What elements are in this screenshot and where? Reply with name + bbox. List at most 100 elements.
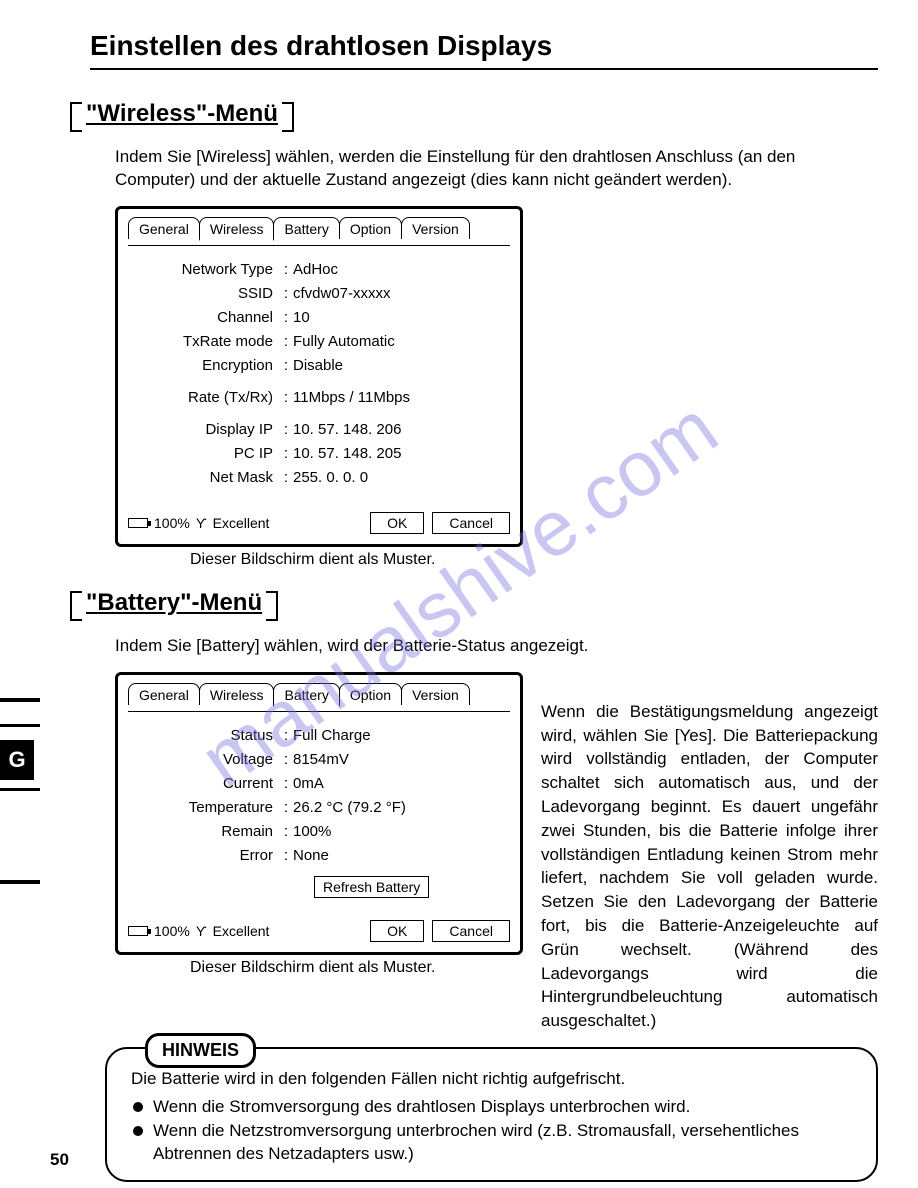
hinweis-bullet-2: Wenn die Netzstromversorgung unterbroche… xyxy=(131,1119,858,1167)
kv-row: Net Mask:255. 0. 0. 0 xyxy=(134,466,504,490)
battery-icon-2 xyxy=(128,926,148,936)
side-tab-g: G xyxy=(0,740,34,780)
wireless-battery-pct: 100% xyxy=(154,515,190,531)
battery-status-row: 100% ϒ Excellent OK Cancel xyxy=(128,920,510,942)
kv-label: Encryption xyxy=(134,354,279,378)
wireless-caption: Dieser Bildschirm dient als Muster. xyxy=(190,551,878,569)
kv-sep: : xyxy=(279,772,293,796)
tab-option[interactable]: Option xyxy=(339,217,402,239)
kv-value: AdHoc xyxy=(293,258,504,282)
kv-label: Display IP xyxy=(134,418,279,442)
kv-value: 26.2 °C (79.2 °F) xyxy=(293,796,504,820)
wireless-panel: General Wireless Battery Option Version … xyxy=(115,206,523,547)
battery-ok-button[interactable]: OK xyxy=(370,920,424,942)
refresh-battery-button[interactable]: Refresh Battery xyxy=(314,876,429,898)
battery-signal: Excellent xyxy=(213,923,270,939)
kv-label: Current xyxy=(134,772,279,796)
kv-value: Disable xyxy=(293,354,504,378)
kv-label: SSID xyxy=(134,282,279,306)
kv-label: Voltage xyxy=(134,748,279,772)
kv-label: Error xyxy=(134,844,279,868)
side-rule xyxy=(0,724,40,727)
kv-value: 0mA xyxy=(293,772,504,796)
kv-row: TxRate mode:Fully Automatic xyxy=(134,330,504,354)
tab-version-2[interactable]: Version xyxy=(401,683,470,705)
side-rule xyxy=(0,880,40,884)
kv-sep: : xyxy=(279,282,293,306)
battery-tab-body: Status:Full ChargeVoltage:8154mVCurrent:… xyxy=(128,711,510,904)
kv-row: SSID:cfvdw07-xxxxx xyxy=(134,282,504,306)
kv-value: 100% xyxy=(293,820,504,844)
kv-sep: : xyxy=(279,724,293,748)
kv-row: Current:0mA xyxy=(134,772,504,796)
hinweis-list: Wenn die Stromversorgung des drahtlosen … xyxy=(131,1095,858,1166)
tab-general-2[interactable]: General xyxy=(128,683,200,705)
kv-sep: : xyxy=(279,418,293,442)
kv-sep: : xyxy=(279,306,293,330)
side-rule xyxy=(0,698,40,702)
kv-row: Error:None xyxy=(134,844,504,868)
battery-heading-text: "Battery"-Menü xyxy=(86,589,262,616)
kv-sep: : xyxy=(279,354,293,378)
tab-wireless-2[interactable]: Wireless xyxy=(199,683,275,705)
kv-sep: : xyxy=(279,844,293,868)
kv-label: Status xyxy=(134,724,279,748)
kv-row: Remain:100% xyxy=(134,820,504,844)
kv-row: Rate (Tx/Rx):11Mbps / 11Mbps xyxy=(134,386,504,410)
wireless-cancel-button[interactable]: Cancel xyxy=(432,512,510,534)
kv-value: cfvdw07-xxxxx xyxy=(293,282,504,306)
kv-label: Temperature xyxy=(134,796,279,820)
wireless-tabs: General Wireless Battery Option Version xyxy=(128,217,510,239)
kv-label: Remain xyxy=(134,820,279,844)
kv-row: Display IP:10. 57. 148. 206 xyxy=(134,418,504,442)
kv-row: Temperature:26.2 °C (79.2 °F) xyxy=(134,796,504,820)
page-title: Einstellen des drahtlosen Displays xyxy=(90,30,878,70)
kv-value: 11Mbps / 11Mbps xyxy=(293,386,504,410)
tab-wireless[interactable]: Wireless xyxy=(199,217,275,241)
tab-battery[interactable]: Battery xyxy=(273,217,339,239)
antenna-icon: ϒ xyxy=(196,515,207,531)
hinweis-bullet-1: Wenn die Stromversorgung des drahtlosen … xyxy=(131,1095,858,1119)
kv-value: None xyxy=(293,844,504,868)
kv-value: 8154mV xyxy=(293,748,504,772)
kv-row: Channel:10 xyxy=(134,306,504,330)
kv-value: 255. 0. 0. 0 xyxy=(293,466,504,490)
kv-sep: : xyxy=(279,748,293,772)
wireless-ok-button[interactable]: OK xyxy=(370,512,424,534)
kv-label: PC IP xyxy=(134,442,279,466)
battery-pct: 100% xyxy=(154,923,190,939)
kv-label: Network Type xyxy=(134,258,279,282)
battery-panel: General Wireless Battery Option Version … xyxy=(115,672,523,955)
kv-sep: : xyxy=(279,796,293,820)
kv-value: Full Charge xyxy=(293,724,504,748)
wireless-intro: Indem Sie [Wireless] wählen, werden die … xyxy=(115,146,868,192)
wireless-tab-body: Network Type:AdHocSSID:cfvdw07-xxxxxChan… xyxy=(128,245,510,496)
battery-side-text: Wenn die Bestätigungsmeldung angezeigt w… xyxy=(541,700,878,1033)
tab-version[interactable]: Version xyxy=(401,217,470,239)
battery-intro: Indem Sie [Battery] wählen, wird der Bat… xyxy=(115,635,868,658)
kv-sep: : xyxy=(279,258,293,282)
kv-label: Net Mask xyxy=(134,466,279,490)
kv-value: 10 xyxy=(293,306,504,330)
battery-icon xyxy=(128,518,148,528)
battery-tabs: General Wireless Battery Option Version xyxy=(128,683,510,705)
hinweis-box: HINWEIS Die Batterie wird in den folgend… xyxy=(105,1047,878,1182)
wireless-heading-text: "Wireless"-Menü xyxy=(86,100,278,127)
kv-sep: : xyxy=(279,330,293,354)
battery-caption: Dieser Bildschirm dient als Muster. xyxy=(190,959,523,977)
wireless-heading: "Wireless"-Menü xyxy=(80,98,284,132)
kv-row: Network Type:AdHoc xyxy=(134,258,504,282)
tab-battery-2[interactable]: Battery xyxy=(273,683,339,707)
kv-sep: : xyxy=(279,386,293,410)
kv-value: 10. 57. 148. 206 xyxy=(293,418,504,442)
side-rule xyxy=(0,788,40,791)
tab-general[interactable]: General xyxy=(128,217,200,239)
battery-cancel-button[interactable]: Cancel xyxy=(432,920,510,942)
kv-row: PC IP:10. 57. 148. 205 xyxy=(134,442,504,466)
kv-row: Voltage:8154mV xyxy=(134,748,504,772)
kv-value: 10. 57. 148. 205 xyxy=(293,442,504,466)
battery-heading: "Battery"-Menü xyxy=(80,587,268,621)
kv-value: Fully Automatic xyxy=(293,330,504,354)
kv-label: Rate (Tx/Rx) xyxy=(134,386,279,410)
tab-option-2[interactable]: Option xyxy=(339,683,402,705)
